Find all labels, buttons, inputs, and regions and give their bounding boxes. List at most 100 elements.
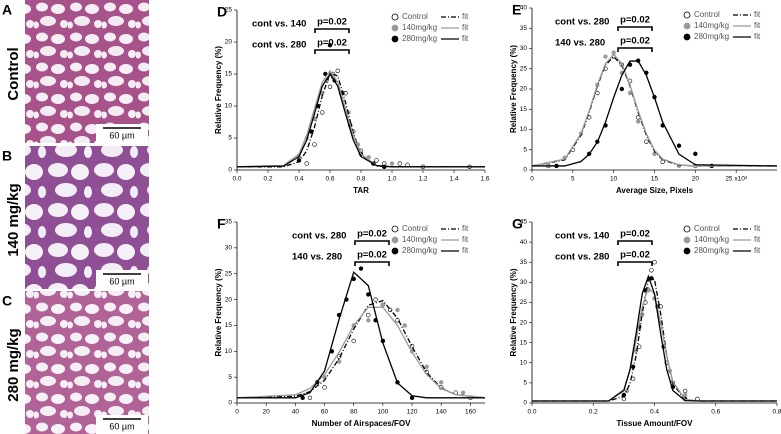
y-tick-label: 20 bbox=[520, 319, 528, 326]
significance-bracket bbox=[314, 28, 350, 33]
legend-marker bbox=[391, 35, 399, 43]
panel-letter: G bbox=[512, 216, 523, 232]
significance-bracket bbox=[354, 240, 390, 245]
data-point bbox=[389, 161, 395, 166]
data-point bbox=[366, 318, 371, 323]
x-tick-label: 0.0 bbox=[232, 176, 241, 183]
legend-marker bbox=[683, 247, 691, 255]
y-tick-label: 35 bbox=[225, 219, 233, 226]
p-value: p=0.02 bbox=[317, 38, 347, 49]
p-value: p=0.02 bbox=[317, 17, 347, 28]
data-point bbox=[624, 388, 630, 394]
y-tick-label: 10 bbox=[225, 103, 233, 110]
legend-label: 280mg/kg bbox=[402, 34, 437, 43]
data-point bbox=[380, 302, 386, 307]
chart: 0 5 10 15 20 25 30 35 0 20 40 60 80 100 120 140 160 Numbe… bbox=[214, 216, 486, 428]
y-tick-label: 15 bbox=[520, 339, 528, 346]
p-value: p=0.02 bbox=[620, 250, 650, 261]
data-point bbox=[424, 364, 429, 369]
p-value: p=0.02 bbox=[357, 250, 387, 261]
panel-letter: D bbox=[217, 4, 227, 20]
y-tick-label: 10 bbox=[520, 126, 528, 133]
y-tick-label: 15 bbox=[225, 322, 233, 329]
legend-label: 280mg/kg bbox=[402, 246, 437, 255]
data-point bbox=[402, 323, 407, 328]
panel-letter: A bbox=[2, 2, 12, 18]
y-tick-label: 30 bbox=[520, 45, 528, 52]
fit-line bbox=[236, 299, 486, 399]
y-tick-label: 0 bbox=[228, 400, 232, 407]
row-label: 280 mg/kg bbox=[5, 328, 22, 401]
scale-bar-label: 60 µm bbox=[109, 130, 134, 140]
chart: 0 5 10 15 20 25 30 35 40 0 5 10 15 20 25 x10³ Average S… bbox=[509, 2, 778, 195]
x-axis-label: TAR bbox=[353, 186, 369, 195]
legend-marker bbox=[391, 24, 399, 32]
panel-letter: F bbox=[217, 216, 226, 232]
y-tick-label: 35 bbox=[520, 259, 528, 266]
legend-marker bbox=[683, 236, 691, 244]
data-point bbox=[682, 392, 688, 398]
legend-label: 140mg/kg bbox=[402, 23, 437, 32]
y-axis-label: Relative Frequency (%) bbox=[509, 45, 518, 133]
y-tick-label: 25 bbox=[225, 7, 233, 14]
data-point bbox=[397, 161, 402, 166]
x-tick-label: 1.4 bbox=[449, 176, 458, 183]
x-tick-label: 5 bbox=[571, 176, 575, 183]
legend-marker bbox=[391, 247, 399, 255]
legend-label: Control bbox=[694, 10, 720, 19]
x-tick-label: 120 bbox=[407, 409, 418, 416]
x-tick-label: 0.2 bbox=[263, 176, 272, 183]
legend-label: 280mg/kg bbox=[694, 246, 729, 255]
x-tick-label: 0.4 bbox=[650, 409, 659, 416]
scale-bar-label: 60 µm bbox=[109, 276, 134, 286]
x-tick-label: 0 bbox=[530, 176, 534, 183]
data-point bbox=[603, 54, 608, 59]
y-tick-label: 5 bbox=[523, 146, 527, 153]
x-tick-label: 80 bbox=[350, 409, 358, 416]
x-tick-label: 0 bbox=[235, 409, 239, 416]
y-tick-label: 5 bbox=[228, 135, 232, 142]
legend-label: fit bbox=[462, 34, 469, 43]
legend-marker bbox=[683, 22, 691, 30]
significance-bracket bbox=[617, 240, 653, 245]
significance-bracket bbox=[617, 47, 653, 52]
x-tick-label: 60 bbox=[321, 409, 329, 416]
y-tick-label: 5 bbox=[228, 374, 232, 381]
x-tick-label: 0.0 bbox=[527, 409, 536, 416]
p-value: p=0.02 bbox=[620, 229, 650, 240]
legend-label: fit bbox=[754, 10, 761, 19]
legend-label: fit bbox=[462, 12, 469, 21]
y-tick-label: 30 bbox=[520, 279, 528, 286]
x-tick-label: 0.8 bbox=[356, 176, 365, 183]
annotation-label: cont vs. 140 bbox=[555, 231, 609, 242]
annotation-label: cont vs. 280 bbox=[555, 252, 609, 263]
x-tick-label: 10 bbox=[610, 176, 618, 183]
x-tick-label: 1.2 bbox=[418, 176, 427, 183]
y-tick-label: 10 bbox=[520, 359, 528, 366]
data-point bbox=[595, 90, 600, 96]
legend-marker bbox=[391, 225, 399, 233]
legend-marker bbox=[391, 13, 399, 21]
x-tick-label: 25 x10³ bbox=[725, 176, 748, 183]
data-point bbox=[395, 307, 400, 313]
y-tick-label: 0 bbox=[523, 167, 527, 174]
legend-label: Control bbox=[694, 224, 720, 233]
data-point bbox=[619, 86, 625, 92]
annotation-label: 140 vs. 280 bbox=[555, 38, 605, 49]
x-tick-label: 0.6 bbox=[711, 409, 720, 416]
data-point bbox=[373, 297, 378, 302]
panel-letter: C bbox=[2, 293, 12, 309]
y-tick-label: 20 bbox=[225, 39, 233, 46]
data-point bbox=[374, 158, 379, 163]
p-value: p=0.02 bbox=[620, 15, 650, 26]
fit-line bbox=[531, 53, 777, 167]
legend-label: fit bbox=[754, 21, 761, 30]
legend-label: fit bbox=[462, 224, 469, 233]
y-tick-label: 30 bbox=[225, 245, 233, 252]
x-tick-label: 20 bbox=[692, 176, 700, 183]
data-point bbox=[676, 143, 682, 148]
y-axis-label: Relative Frequency (%) bbox=[509, 268, 518, 356]
data-point bbox=[621, 396, 627, 402]
legend-label: fit bbox=[754, 246, 761, 255]
y-tick-label: 0 bbox=[228, 167, 232, 174]
